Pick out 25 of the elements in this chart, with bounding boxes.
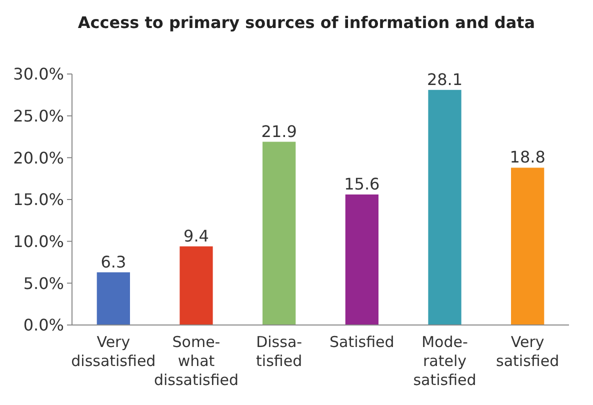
bar bbox=[345, 194, 378, 325]
x-tick-label: Mode- rately satisfied bbox=[413, 333, 476, 389]
data-label: 28.1 bbox=[426, 70, 463, 89]
y-tick-label: 15.0% bbox=[13, 190, 64, 210]
y-tick-label: 30.0% bbox=[13, 64, 64, 84]
data-label: 9.4 bbox=[184, 226, 209, 246]
bar bbox=[262, 142, 296, 325]
x-tick-label: Dissa- tisfied bbox=[256, 333, 302, 370]
chart-title: Access to primary sources of information and data bbox=[78, 13, 536, 32]
data-label: 6.3 bbox=[100, 252, 126, 272]
y-tick-label: 5.0% bbox=[23, 274, 64, 293]
data-label: 15.6 bbox=[344, 174, 380, 194]
data-label: 18.8 bbox=[510, 148, 546, 167]
bar bbox=[180, 246, 213, 325]
y-tick-label: 0.0% bbox=[23, 316, 64, 335]
y-tick-label: 20.0% bbox=[13, 148, 64, 168]
x-tick-label: Very satisfied bbox=[496, 333, 560, 370]
bar bbox=[428, 90, 462, 325]
data-label: 21.9 bbox=[261, 122, 297, 141]
bar bbox=[511, 168, 544, 325]
y-tick-label: 10.0% bbox=[13, 232, 64, 251]
bar bbox=[96, 272, 130, 325]
x-tick-label: Some- what dissatisfied bbox=[154, 333, 239, 389]
y-tick-label: 25.0% bbox=[13, 106, 64, 126]
x-tick-label: Satisfied bbox=[330, 333, 394, 351]
